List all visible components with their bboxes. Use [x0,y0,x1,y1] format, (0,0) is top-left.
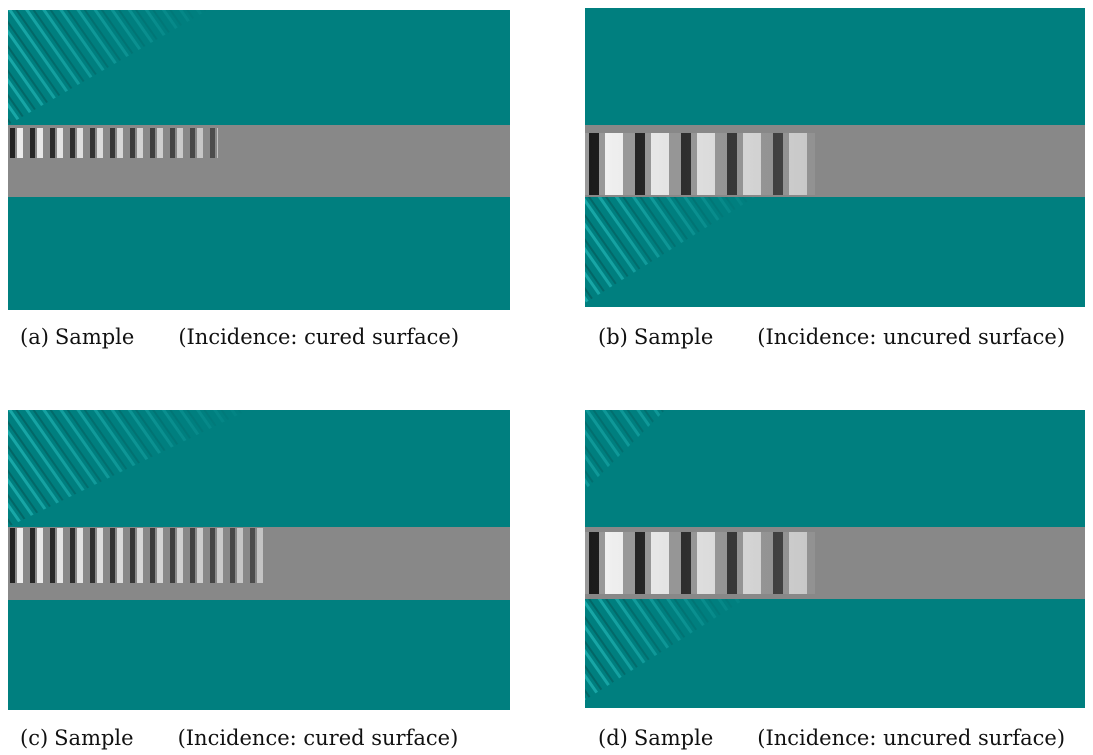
panel-image [585,410,1085,708]
caption-sample: Sample [634,325,713,349]
panel-image [8,410,510,710]
caption: (b)Sample (Incidence: uncured surface) [598,325,1065,349]
caption-label: (c) [20,726,48,750]
panel-image [8,10,510,310]
caption-sample: Sample [634,726,713,750]
caption-sample: Sample [55,325,134,349]
caption-sample: Sample [54,726,133,750]
caption-label: (a) [20,325,49,349]
caption-incidence: (Incidence: uncured surface) [757,726,1065,750]
panel-image [585,8,1085,307]
figure-page: {"panels":[ {"label":"(a)","sample":"Sam… [0,0,1093,755]
caption: (a)Sample (Incidence: cured surface) [20,325,459,349]
caption-label: (d) [598,726,628,750]
caption-label: (b) [598,325,628,349]
caption-incidence: (Incidence: cured surface) [178,726,459,750]
caption-incidence: (Incidence: uncured surface) [757,325,1065,349]
caption-incidence: (Incidence: cured surface) [178,325,459,349]
caption: (c)Sample (Incidence: cured surface) [20,726,458,750]
caption: (d)Sample (Incidence: uncured surface) [598,726,1065,750]
